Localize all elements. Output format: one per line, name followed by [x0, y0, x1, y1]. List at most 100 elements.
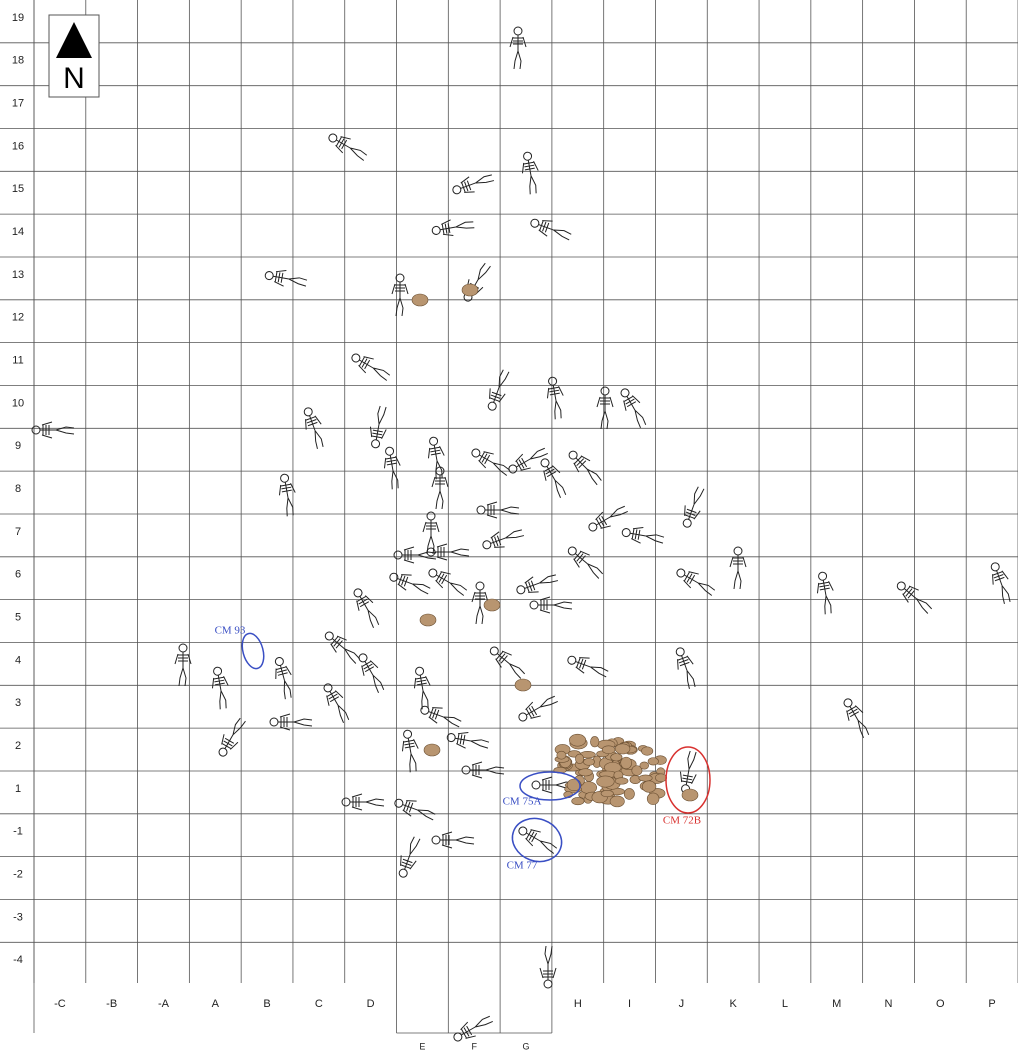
burial [515, 822, 559, 857]
limbs [514, 443, 550, 473]
stone [579, 769, 593, 776]
skull [523, 152, 532, 161]
burial [673, 564, 717, 599]
ribs [524, 162, 535, 170]
column-label: -A [158, 998, 170, 1010]
stone [602, 746, 615, 754]
burial [348, 349, 392, 384]
stone [682, 789, 698, 801]
row-label: 19 [12, 12, 24, 24]
skull [403, 730, 412, 739]
skull [274, 657, 284, 667]
burial [616, 385, 651, 429]
row-label: 6 [15, 569, 21, 581]
ribs [526, 706, 536, 718]
ribs [516, 458, 526, 470]
stone [639, 775, 652, 781]
burial [519, 151, 542, 195]
skull [350, 353, 361, 364]
burial [418, 701, 463, 730]
limbs [844, 704, 874, 740]
burial [678, 485, 707, 530]
skull [476, 582, 484, 590]
burial [270, 714, 312, 730]
stone [583, 758, 594, 765]
skull [601, 387, 609, 395]
limbs [901, 584, 936, 617]
burial [514, 569, 559, 598]
ribs [540, 221, 549, 232]
limbs [324, 689, 354, 725]
burial [986, 560, 1015, 605]
skull [482, 540, 492, 550]
ribs [442, 223, 450, 234]
ribs [404, 740, 415, 748]
north-label: N [63, 62, 85, 95]
stone [515, 679, 531, 691]
stone [611, 754, 622, 761]
skull [218, 747, 229, 758]
burial [536, 455, 571, 499]
row-label: -2 [13, 869, 23, 881]
burial [515, 691, 559, 726]
ribs [632, 529, 640, 540]
row-label: 5 [15, 612, 21, 624]
skull [280, 474, 289, 483]
skull [620, 387, 631, 398]
limbs [494, 649, 529, 682]
column-label: N [885, 998, 893, 1010]
limbs [477, 449, 513, 479]
ribs [399, 575, 408, 586]
skull [389, 572, 399, 582]
column-label: F [471, 1041, 477, 1051]
ribs [993, 572, 1004, 581]
row-label: 9 [15, 440, 21, 452]
stone [655, 774, 666, 782]
skull [843, 697, 854, 708]
stone [572, 797, 584, 804]
limbs [329, 634, 364, 667]
ribs [214, 677, 225, 685]
burial [432, 467, 448, 509]
skull [470, 448, 481, 459]
column-label: B [263, 998, 270, 1010]
ribs [526, 581, 535, 592]
skull [675, 568, 686, 579]
row-label: 2 [15, 740, 21, 752]
burial [564, 542, 606, 581]
annotation-label: CM 93 [215, 625, 246, 637]
stone [569, 734, 585, 746]
stone [641, 747, 652, 756]
burial [399, 729, 422, 773]
row-label: 1 [15, 783, 21, 795]
skull [675, 647, 685, 657]
skull [540, 457, 551, 468]
skull [544, 980, 552, 988]
burial [32, 422, 74, 438]
skull [32, 426, 40, 434]
burial [597, 387, 613, 429]
stone [597, 776, 615, 787]
row-label: 17 [12, 98, 24, 110]
skull [396, 274, 404, 282]
column-label: C [315, 998, 323, 1010]
burial [299, 405, 328, 450]
skull [265, 271, 274, 280]
ribs [357, 596, 369, 606]
column-label: K [729, 998, 737, 1010]
ribs [479, 452, 489, 464]
row-label: -4 [13, 954, 23, 966]
column-label: D [367, 998, 375, 1010]
stone [648, 758, 658, 765]
skull [507, 464, 518, 475]
burial [325, 129, 369, 164]
burial [486, 642, 528, 681]
column-label: O [936, 998, 945, 1010]
row-label: 18 [12, 55, 24, 67]
burial [462, 762, 504, 778]
grid [0, 0, 1018, 1033]
column-label: M [832, 998, 841, 1010]
limbs [572, 549, 607, 582]
burial [432, 832, 474, 848]
ribs [490, 392, 501, 401]
